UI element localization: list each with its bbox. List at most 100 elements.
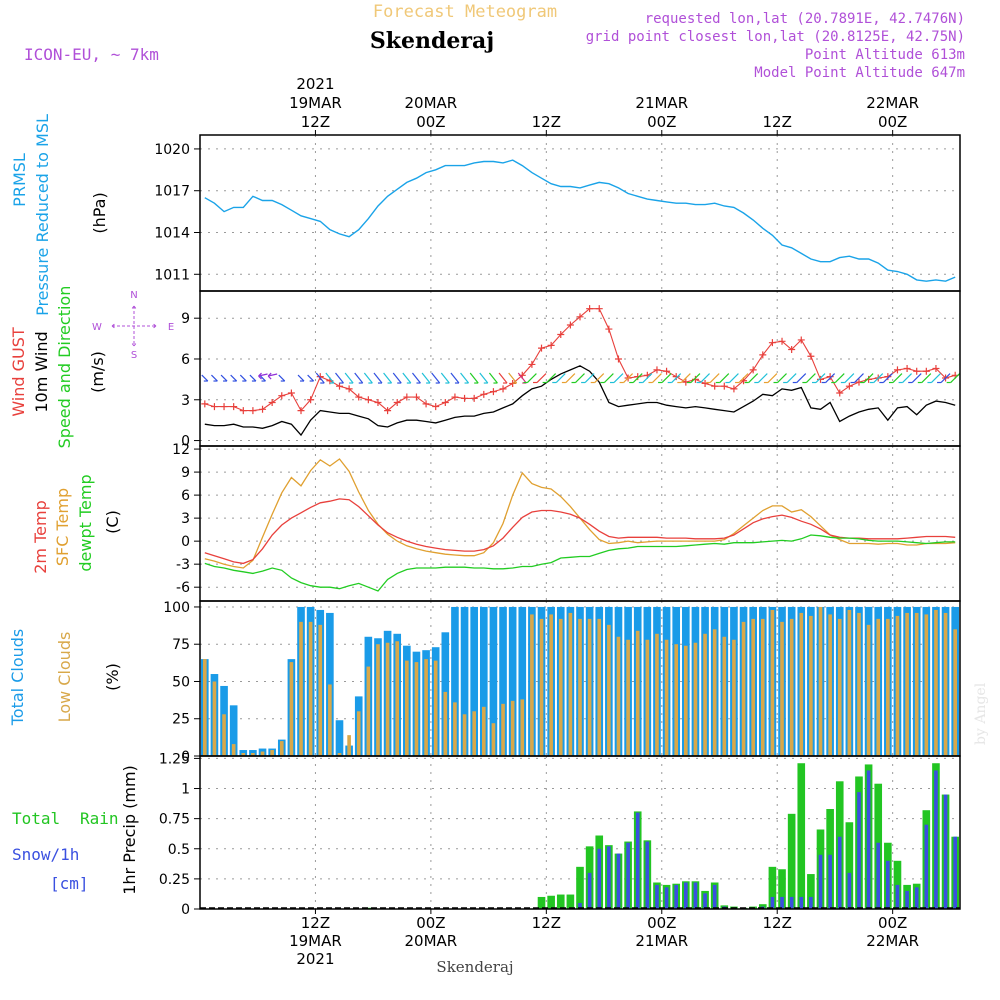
- wind-arrow-shaft: [902, 373, 913, 383]
- low-cloud-bar: [299, 621, 303, 756]
- wind-arrow: [715, 373, 730, 384]
- wind-arrow-shaft: [526, 373, 537, 383]
- snow-bar: [799, 896, 804, 909]
- total-cloud-bar: [460, 606, 469, 756]
- low-cloud-bar: [481, 706, 486, 756]
- t2m-label: 2m Temp: [31, 500, 50, 574]
- temp-unit: (C): [103, 510, 122, 534]
- wind-arrow: [542, 373, 557, 384]
- low-cloud-bar: [501, 703, 505, 756]
- y-tick-label: 1017: [154, 184, 190, 200]
- gust-marker: [210, 403, 218, 411]
- wind-arrow-shaft: [469, 372, 479, 384]
- wind-arrow-shaft: [709, 373, 720, 383]
- gust-marker: [470, 394, 478, 402]
- wind-arrow-shaft: [555, 373, 566, 383]
- bottom-time-label: 19MAR: [289, 932, 342, 950]
- wind-arrow-shaft: [411, 372, 421, 384]
- low-cloud-bar: [212, 681, 217, 756]
- top-time-label: 12Z: [532, 113, 561, 131]
- info-line: grid point closest lon,lat (20.8125E, 42…: [586, 29, 965, 45]
- snow-bar: [684, 882, 688, 909]
- wind-arrow: [421, 372, 431, 384]
- gust-marker: [614, 355, 622, 363]
- compass-lines: [111, 305, 157, 347]
- chart-supertitle: Forecast Meteogram: [373, 2, 557, 22]
- gust-marker: [441, 398, 449, 406]
- wind-arrow-shaft: [777, 373, 787, 383]
- low-cloud-bar: [405, 660, 409, 756]
- wind-arrow: [239, 374, 247, 382]
- gust-marker: [489, 388, 497, 396]
- wind-arrow-shaft: [719, 373, 730, 383]
- wind-arrow: [850, 373, 864, 384]
- panel-pressure: 1011 1014 1017 1020: [154, 135, 960, 291]
- low-cloud-bar: [578, 618, 582, 756]
- wind-arrow: [211, 374, 218, 382]
- wind-arrow-shaft: [565, 373, 576, 383]
- watermark: by Angel: [973, 682, 989, 745]
- gust-marker: [826, 373, 834, 381]
- panel-wind: 0 3 6 9: [181, 291, 960, 450]
- snow-bar: [943, 794, 948, 909]
- gust-marker: [701, 379, 709, 387]
- low-cloud-bar: [308, 621, 313, 756]
- wind-arrow-shaft: [546, 373, 557, 383]
- compass-icon: N S W E: [92, 290, 174, 361]
- gust-marker: [287, 389, 295, 397]
- gust-marker: [384, 407, 392, 415]
- wind-arrow: [773, 373, 787, 384]
- precip-unit: 1hr Precip (mm): [120, 765, 139, 895]
- dewpt-label: dewpt Temp: [76, 474, 95, 571]
- top-time-label: 00Z: [416, 113, 445, 131]
- low-cloud-bar: [847, 609, 852, 756]
- bottom-time-label: 21MAR: [635, 932, 688, 950]
- bottom-time-label: 22MAR: [866, 932, 919, 950]
- snow-bar: [664, 887, 669, 909]
- snow-bar: [914, 887, 919, 909]
- snow-bar: [616, 853, 621, 909]
- wind-arrow: [609, 373, 624, 384]
- model-label: ICON-EU, ~ 7km: [24, 45, 159, 64]
- wind-arrow: [831, 373, 845, 384]
- wind-unit: (m/s): [88, 351, 107, 393]
- total-cloud-bar: [479, 606, 488, 756]
- low-cloud-bar: [712, 629, 717, 756]
- snow-bar: [818, 854, 823, 909]
- low-cloud-bar: [424, 659, 428, 756]
- footer-location: Skenderaj: [436, 958, 513, 976]
- gust-marker: [538, 344, 546, 352]
- compass-w: W: [92, 322, 102, 333]
- compass-e: E: [168, 322, 174, 333]
- bottom-time-label: 12Z: [763, 914, 792, 932]
- gust-marker: [672, 373, 680, 381]
- wind-arrow: [440, 372, 450, 384]
- low-cloud-bar: [934, 609, 938, 756]
- gust-marker: [634, 373, 642, 381]
- wind-arrow-shaft: [575, 373, 585, 383]
- low-cloud-bar: [491, 723, 496, 756]
- y-tick-label: 1020: [154, 142, 190, 158]
- snow-bar: [953, 836, 957, 909]
- rain-bar: [768, 866, 777, 909]
- wind-arrow: [335, 372, 344, 384]
- info-line: requested lon,lat (20.7891E, 42.7476N): [645, 11, 965, 27]
- low-cloud-bar: [289, 662, 294, 756]
- wind-arrow: [325, 372, 335, 384]
- low-cloud-bar: [895, 615, 900, 756]
- y-tick-label: 50: [172, 674, 190, 690]
- wind-dir-label: Speed and Direction: [55, 286, 74, 449]
- gust-marker: [461, 394, 469, 402]
- pressure-label-2: Pressure Reduced to MSL: [33, 114, 52, 316]
- wind-arrow-shaft: [421, 372, 431, 384]
- low-cloud-bar: [799, 612, 804, 756]
- low-cloud-bar: [231, 744, 236, 756]
- low-cloud-bar: [251, 753, 255, 756]
- wind-arrow: [354, 372, 364, 384]
- low-cloud-bar: [510, 700, 515, 756]
- wind-arrow: [667, 373, 682, 384]
- y-tick-label: 0.75: [159, 812, 190, 828]
- wind-arrow-shaft: [854, 373, 864, 383]
- gust-marker: [865, 375, 873, 383]
